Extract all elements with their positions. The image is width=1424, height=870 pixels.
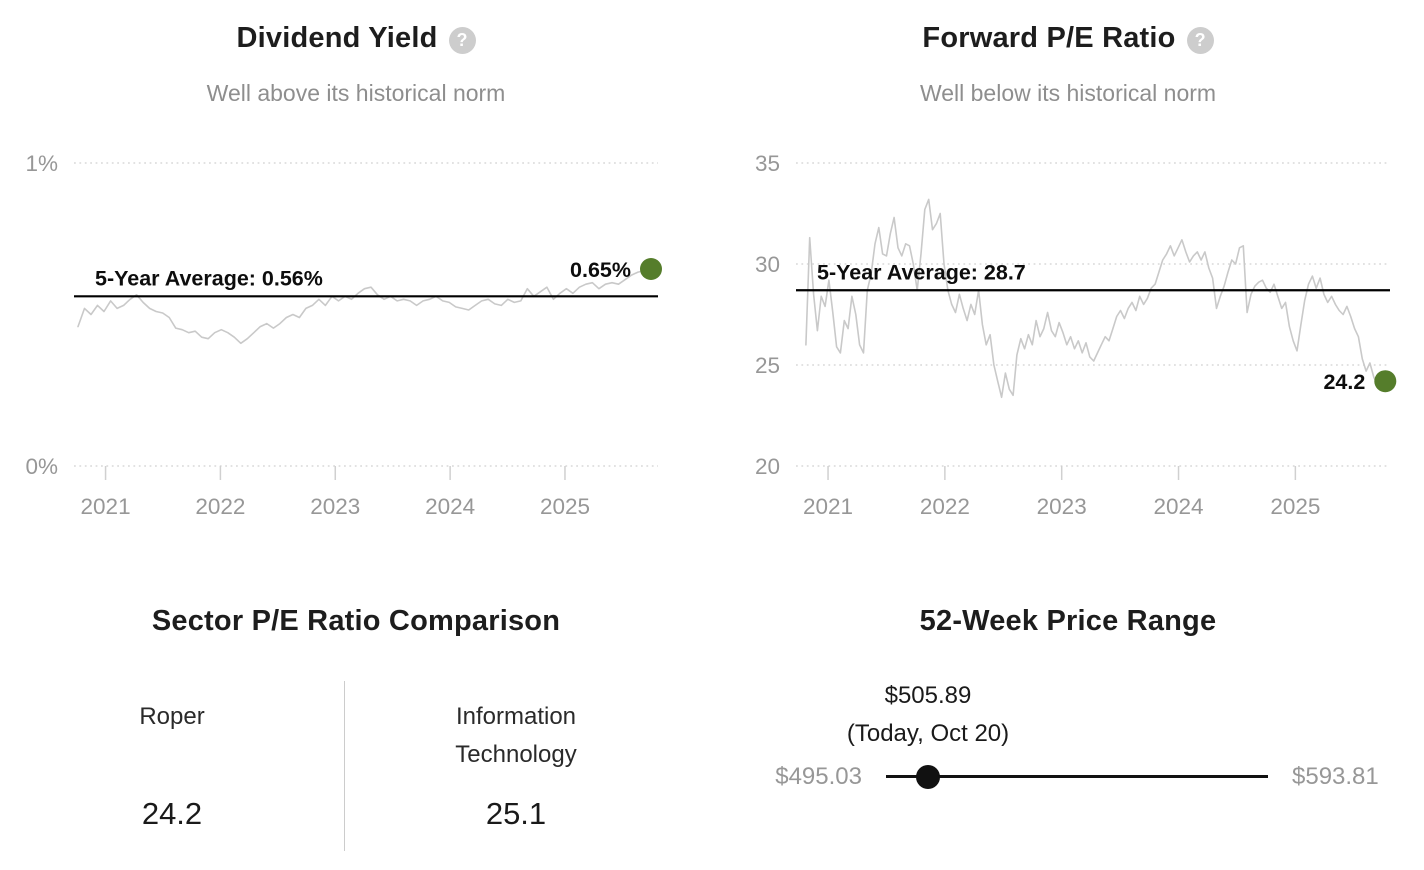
sector-name-label: Information Technology bbox=[455, 703, 577, 769]
company-name-label: Roper bbox=[139, 703, 205, 730]
y-axis-tick-label: 25 bbox=[755, 353, 780, 378]
range-low-label: $495.03 bbox=[775, 763, 862, 790]
y-axis-tick-label: 35 bbox=[755, 151, 780, 176]
x-axis-tick-label: 2022 bbox=[920, 494, 970, 519]
forward-pe-header: Forward P/E Ratio ? bbox=[712, 22, 1424, 55]
current-value-label: 0.65% bbox=[570, 258, 631, 282]
x-axis-tick-label: 2021 bbox=[81, 494, 131, 519]
y-axis-tick-label: 30 bbox=[755, 252, 780, 277]
current-value-label: 24.2 bbox=[1323, 370, 1365, 394]
price-range-title: 52-Week Price Range bbox=[919, 605, 1217, 637]
x-axis-tick-label: 2025 bbox=[540, 494, 590, 519]
column-divider bbox=[344, 681, 345, 851]
x-axis-tick-label: 2021 bbox=[803, 494, 853, 519]
current-value-dot bbox=[1374, 370, 1397, 393]
price-range-header: 52-Week Price Range bbox=[712, 605, 1424, 638]
dividend-yield-title: Dividend Yield bbox=[236, 22, 438, 54]
x-axis-tick-label: 2023 bbox=[310, 494, 360, 519]
current-date-label: (Today, Oct 20) bbox=[846, 720, 1010, 747]
help-icon[interactable]: ? bbox=[1186, 26, 1214, 54]
current-value-dot bbox=[640, 258, 662, 280]
sector-comparison-header: Sector P/E Ratio Comparison bbox=[0, 605, 712, 638]
y-axis-tick-label: 20 bbox=[755, 454, 780, 479]
forward-pe-title: Forward P/E Ratio bbox=[922, 22, 1176, 54]
price-range-track bbox=[886, 775, 1268, 778]
dividend-yield-subtitle: Well above its historical norm bbox=[206, 80, 506, 106]
current-price-marker bbox=[915, 765, 940, 789]
help-icon[interactable]: ? bbox=[448, 26, 476, 54]
sector-comparison-title: Sector P/E Ratio Comparison bbox=[151, 605, 561, 637]
x-axis-tick-label: 2022 bbox=[195, 494, 245, 519]
dividend-yield-header: Dividend Yield ? bbox=[0, 22, 712, 55]
x-axis-tick-label: 2024 bbox=[425, 494, 475, 519]
y-axis-tick-label: 0% bbox=[25, 454, 58, 479]
x-axis-tick-label: 2025 bbox=[1270, 494, 1320, 519]
average-label: 5-Year Average: 0.56% bbox=[95, 266, 323, 290]
company-pe-value: 24.2 bbox=[141, 796, 203, 831]
sector-column-company: Roper bbox=[6, 698, 338, 736]
sector-pe-value: 25.1 bbox=[485, 796, 547, 831]
range-high-label: $593.81 bbox=[1292, 763, 1379, 790]
history-line bbox=[805, 198, 1387, 399]
forward-pe-subtitle: Well below its historical norm bbox=[919, 80, 1217, 106]
sector-column-sector: Information Technology bbox=[350, 698, 682, 775]
dividend-yield-chart: 1% 0% 2021 2022 2023 2024 2025 5-Year Average: … bbox=[25, 151, 662, 519]
x-axis-tick-label: 2024 bbox=[1154, 494, 1204, 519]
sector-column-sector-value: 25.1 bbox=[350, 796, 682, 832]
average-label: 5-Year Average: 28.7 bbox=[817, 260, 1026, 284]
forward-pe-chart: 35 30 25 20 2021 2022 2023 2024 2025 5-Year Avera… bbox=[755, 151, 1397, 519]
sector-column-company-value: 24.2 bbox=[6, 796, 338, 832]
current-price-label: $505.89 bbox=[884, 682, 972, 709]
y-axis-tick-label: 1% bbox=[25, 151, 58, 176]
x-axis-tick-label: 2023 bbox=[1037, 494, 1087, 519]
